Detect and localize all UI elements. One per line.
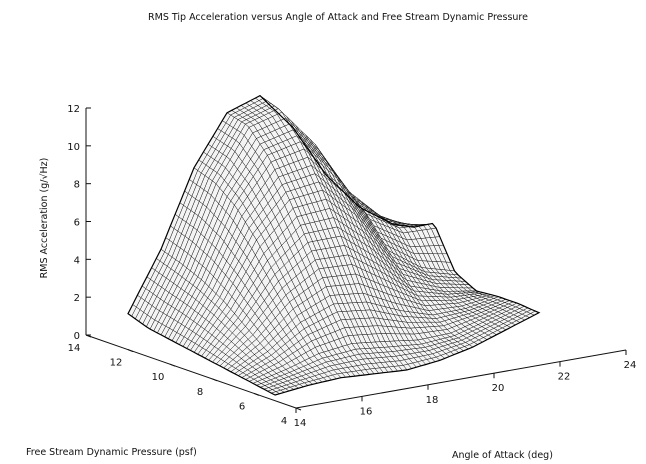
z-tick-label: 10 xyxy=(67,142,80,153)
z-tick-label: 12 xyxy=(67,104,80,115)
x-tick-label: 16 xyxy=(360,406,373,417)
y-tick-label: 14 xyxy=(68,343,81,354)
y-tick-mark xyxy=(169,363,176,367)
x-axis-line xyxy=(295,349,627,409)
y-tick-mark xyxy=(295,407,302,411)
z-tick-label: 8 xyxy=(74,180,80,191)
y-tick-mark xyxy=(127,349,134,353)
z-tick-label: 2 xyxy=(74,293,80,304)
x-axis-label: Angle of Attack (deg) xyxy=(452,450,553,461)
y-tick-label: 10 xyxy=(152,372,165,383)
y-axis-ticks: 4 6 8 10 12 14 xyxy=(68,334,302,427)
surface-outline xyxy=(127,94,541,396)
y-tick-label: 4 xyxy=(281,416,287,427)
z-tick-label: 0 xyxy=(74,331,80,342)
y-axis-line xyxy=(85,334,297,409)
x-axis-ticks: 14 16 18 20 22 24 xyxy=(294,350,637,429)
surface-mesh xyxy=(127,94,541,396)
x-tick-label: 18 xyxy=(426,395,439,406)
x-tick-label: 24 xyxy=(624,360,637,371)
x-tick-label: 22 xyxy=(558,372,571,383)
z-axis-label: RMS Acceleration (g/√Hz) xyxy=(39,158,50,279)
y-tick-label: 12 xyxy=(110,358,123,369)
z-tick-label: 4 xyxy=(74,255,80,266)
x-tick-label: 20 xyxy=(492,383,505,394)
y-tick-label: 8 xyxy=(197,387,203,398)
y-tick-mark xyxy=(211,378,218,382)
chart-title: RMS Tip Acceleration versus Angle of Att… xyxy=(148,12,528,23)
y-tick-mark xyxy=(85,334,92,338)
z-axis-ticks: 0 2 4 6 8 10 12 xyxy=(67,104,91,342)
y-tick-mark xyxy=(253,392,260,396)
y-axis-label: Free Stream Dynamic Pressure (psf) xyxy=(26,447,197,458)
x-tick-label: 14 xyxy=(294,418,307,429)
y-tick-label: 6 xyxy=(239,401,245,412)
z-tick-label: 6 xyxy=(74,218,80,229)
